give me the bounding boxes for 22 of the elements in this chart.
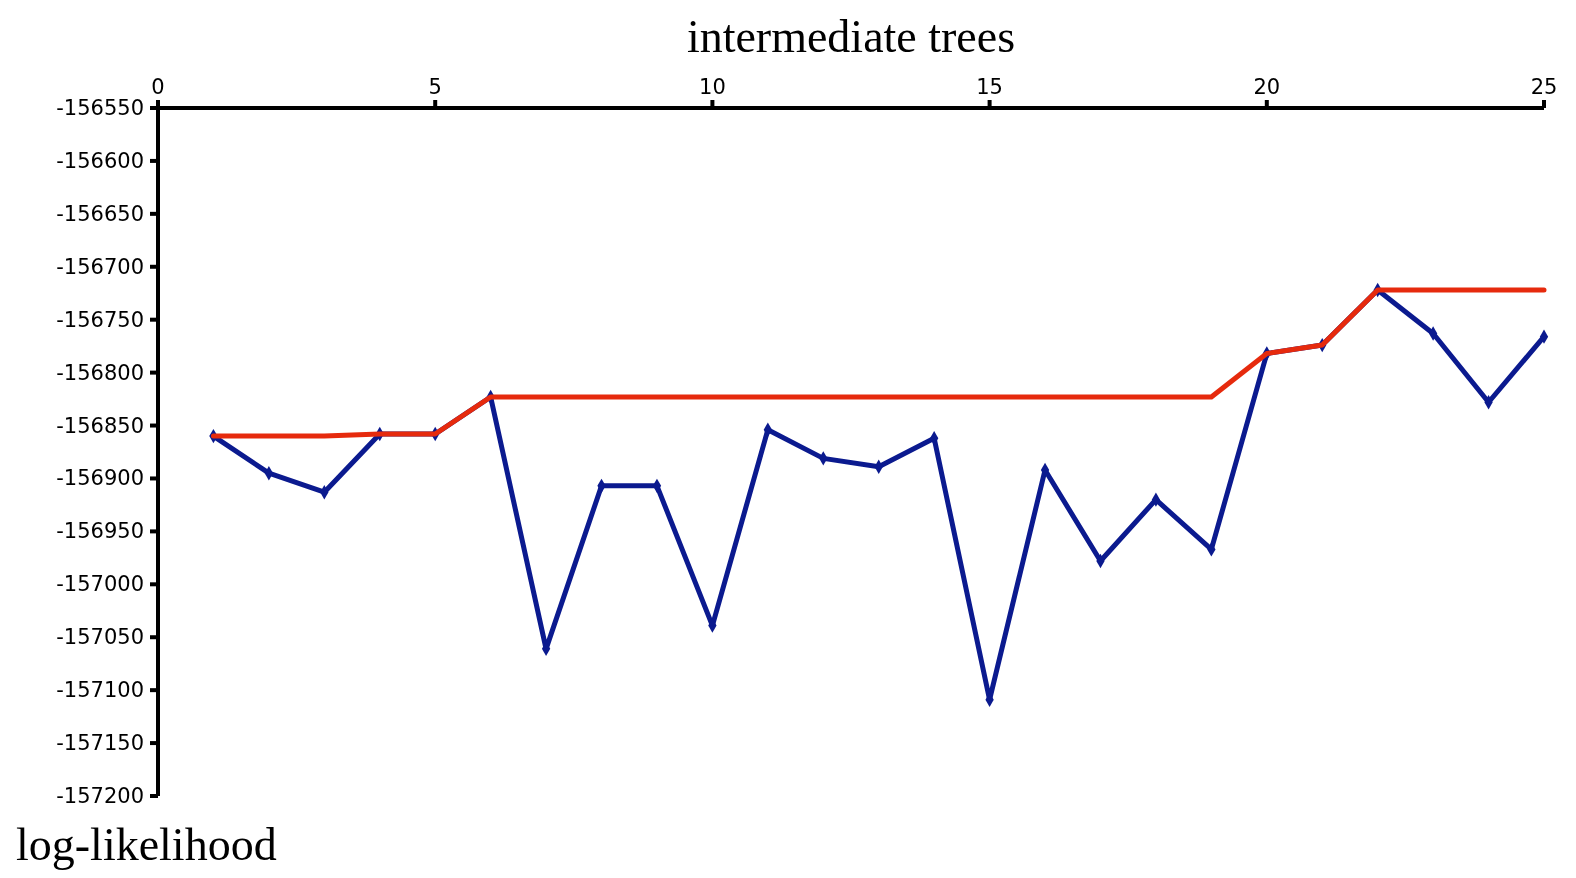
y-tick-label: -156650 [56, 201, 144, 226]
x-tick-label: 20 [1253, 75, 1281, 99]
y-tick-label: -157100 [56, 678, 144, 703]
y-axis-title: log-likelihood [16, 819, 277, 870]
y-tick-label: -156700 [56, 254, 144, 279]
y-tick-label: -157000 [56, 572, 144, 597]
x-tick-label: 15 [976, 75, 1003, 99]
y-tick-label: -157150 [56, 731, 144, 756]
y-tick-label: -157050 [56, 625, 144, 650]
y-tick-label: -157200 [56, 784, 144, 808]
x-tick-label: 25 [1530, 75, 1558, 99]
x-tick-label: 5 [428, 75, 442, 99]
y-tick-label: -156900 [56, 466, 144, 491]
y-tick-label: -156950 [56, 519, 144, 544]
x-tick-label: 0 [151, 75, 165, 99]
x-tick-label: 10 [699, 75, 726, 99]
y-tick-label: -156750 [56, 307, 144, 332]
y-tick-label: -156600 [56, 148, 144, 173]
y-tick-label: -156550 [56, 96, 144, 120]
x-axis-title: intermediate trees [686, 11, 1016, 62]
y-tick-label: -156850 [56, 413, 144, 438]
y-tick-label: -156800 [56, 360, 144, 385]
